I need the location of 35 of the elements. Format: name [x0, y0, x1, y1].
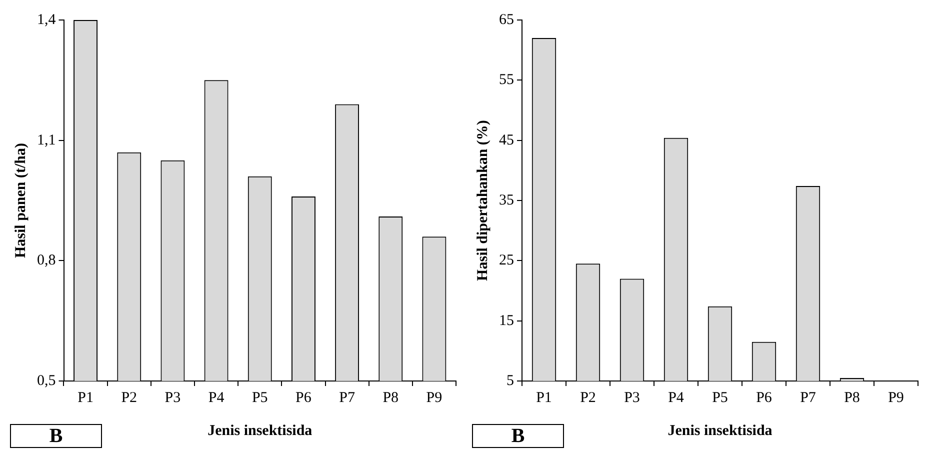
- x-axis-title: Jenis insektisida: [668, 422, 773, 439]
- x-tick-label: P8: [382, 390, 399, 406]
- x-tick-label: P5: [712, 390, 728, 406]
- y-tick-label: 1,4: [37, 12, 56, 28]
- x-tick-label: P7: [800, 390, 816, 406]
- x-tick-label: P4: [208, 390, 225, 406]
- y-tick-label: 0,5: [37, 372, 56, 389]
- x-tick-label: P1: [78, 390, 94, 406]
- y-tick-label: 15: [499, 312, 514, 329]
- text: B: [472, 424, 564, 448]
- x-tick-label: P8: [844, 390, 860, 406]
- y-tick-label: 35: [499, 192, 514, 208]
- x-tick-label: P9: [426, 390, 442, 406]
- x-tick-label: P4: [668, 390, 684, 406]
- y-tick-label: 65: [499, 12, 514, 28]
- y-tick-label: 45: [499, 132, 514, 148]
- x-tick-label: P2: [580, 390, 596, 406]
- y-tick-label: 0,8: [37, 252, 56, 269]
- x-tick-label: P1: [536, 390, 552, 406]
- x-axis-title: Jenis insektisida: [208, 422, 313, 439]
- x-tick-label: P9: [888, 390, 904, 406]
- x-tick-label: P7: [339, 390, 356, 406]
- y-tick-label: 1,1: [37, 132, 56, 148]
- x-tick-label: P2: [121, 390, 138, 406]
- y-tick-label: 25: [499, 252, 514, 269]
- text: B: [10, 424, 102, 448]
- y-axis-title: Hasil panen (t/ha): [12, 142, 29, 258]
- x-tick-label: P3: [624, 390, 640, 406]
- y-tick-label: 55: [499, 72, 514, 88]
- y-axis-title: Hasil dipertahankan (%): [474, 120, 491, 281]
- x-tick-label: P3: [164, 390, 181, 406]
- x-tick-label: P6: [296, 390, 312, 406]
- x-tick-label: P6: [756, 390, 772, 406]
- y-tick-label: 5: [506, 372, 514, 389]
- x-tick-label: P5: [252, 390, 268, 406]
